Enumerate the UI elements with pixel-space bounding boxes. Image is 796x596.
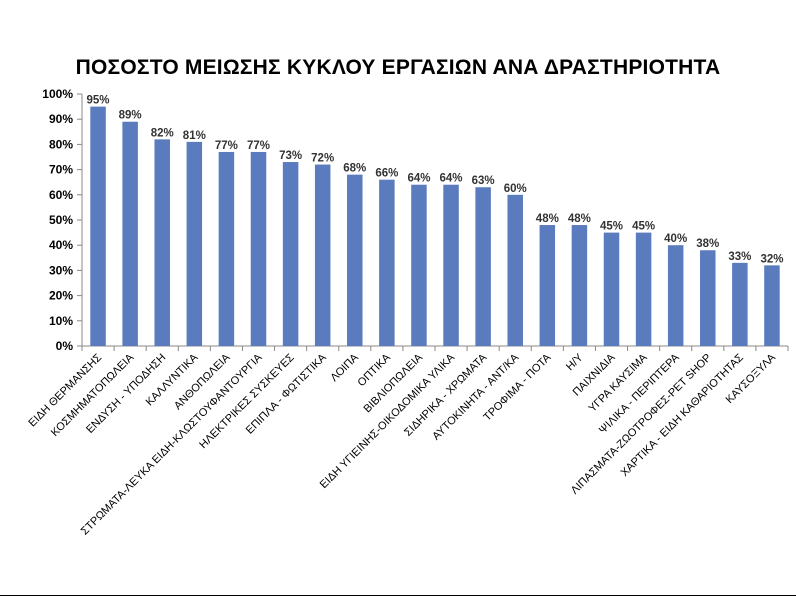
y-tick-label: 0%: [56, 339, 74, 353]
data-label: 82%: [151, 127, 174, 139]
data-label: 77%: [215, 140, 238, 152]
bar: [90, 106, 106, 346]
y-tick-label: 20%: [49, 289, 73, 303]
x-tick-label: Η/Υ: [564, 351, 586, 373]
y-tick-label: 40%: [49, 238, 73, 252]
data-label: 33%: [728, 251, 751, 263]
y-tick-label: 50%: [49, 213, 73, 227]
data-label: 77%: [247, 140, 270, 152]
bar: [443, 184, 459, 346]
bar: [154, 139, 170, 346]
bar: [475, 187, 491, 346]
data-label: 64%: [440, 173, 463, 185]
bar: [667, 245, 684, 346]
y-tick-label: 100%: [42, 87, 73, 101]
bar: [507, 194, 523, 346]
data-label: 40%: [664, 233, 687, 245]
data-label: 89%: [119, 110, 142, 122]
data-label: 45%: [600, 221, 623, 233]
bar: [700, 250, 716, 346]
x-tick-label: ΑΝΘΟΠΩΛΕΙΑ: [172, 351, 233, 412]
bar: [764, 265, 780, 346]
bar: [122, 121, 138, 346]
bar: [603, 232, 620, 346]
chart-title: ΠΟΣΟΣΤΟ ΜΕΙΩΣΗΣ ΚΥΚΛΟΥ ΕΡΓΑΣΙΩΝ ΑΝΑ ΔΡΑΣ…: [75, 56, 721, 79]
bar: [218, 151, 235, 346]
bar: [411, 184, 427, 346]
bar: [379, 179, 395, 346]
data-label: 45%: [632, 221, 655, 233]
bar: [186, 141, 203, 346]
y-tick-label: 90%: [49, 112, 73, 126]
y-tick-label: 10%: [49, 314, 73, 328]
bar: [571, 225, 588, 346]
bar: [539, 225, 556, 346]
data-label: 81%: [183, 130, 206, 142]
bar: [250, 151, 267, 346]
bar: [732, 262, 748, 346]
data-label: 72%: [311, 153, 334, 165]
data-label: 73%: [279, 150, 302, 162]
y-tick-label: 80%: [49, 137, 73, 151]
data-label: 38%: [696, 238, 719, 250]
data-label: 68%: [343, 163, 366, 175]
bar: [347, 174, 363, 346]
bar: [282, 162, 299, 346]
data-label: 60%: [504, 183, 527, 195]
data-label: 66%: [375, 168, 398, 180]
data-label: 63%: [472, 175, 495, 187]
data-label: 48%: [536, 213, 559, 225]
y-tick-label: 30%: [49, 263, 73, 277]
data-label: 64%: [407, 173, 430, 185]
bar: [635, 232, 652, 346]
data-label: 32%: [760, 253, 783, 265]
y-tick-label: 60%: [49, 188, 73, 202]
data-label: 48%: [568, 213, 591, 225]
y-tick-label: 70%: [49, 163, 73, 177]
bar: [314, 164, 331, 346]
data-label: 95%: [87, 95, 110, 107]
